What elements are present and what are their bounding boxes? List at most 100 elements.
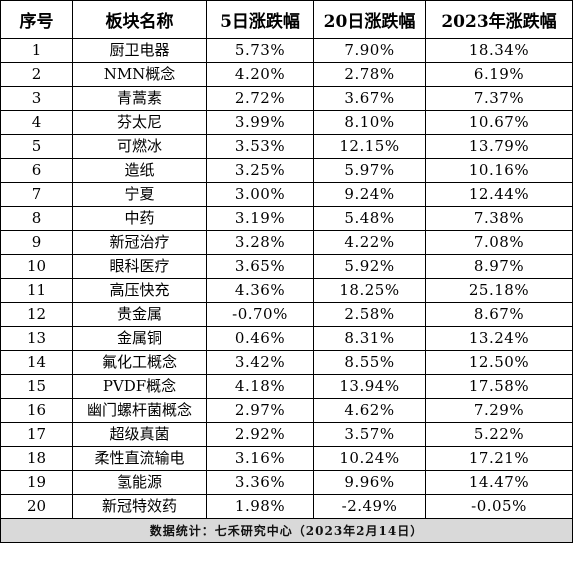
sector-name: 厨卫电器 [72, 38, 207, 63]
change-2023: 18.34% [425, 38, 573, 63]
row-index: 14 [0, 350, 73, 375]
sector-name: 中药 [72, 206, 207, 231]
change-5day: 4.20% [206, 62, 314, 87]
row-index: 1 [0, 38, 73, 63]
change-2023: 10.16% [425, 158, 573, 183]
table-row: 6 造纸 3.25% 5.97% 10.16% [0, 158, 573, 183]
sector-name: 氟化工概念 [72, 350, 207, 375]
row-index: 19 [0, 470, 73, 495]
table-row: 17 超级真菌 2.92% 3.57% 5.22% [0, 422, 573, 447]
change-5day: 2.72% [206, 86, 314, 111]
table-row: 5 可燃冰 3.53% 12.15% 13.79% [0, 134, 573, 159]
row-index: 4 [0, 110, 73, 135]
sector-name: 超级真菌 [72, 422, 207, 447]
table-row: 18 柔性直流输电 3.16% 10.24% 17.21% [0, 446, 573, 471]
row-index: 15 [0, 374, 73, 399]
change-20day: 5.97% [313, 158, 426, 183]
row-index: 13 [0, 326, 73, 351]
change-20day: 4.62% [313, 398, 426, 423]
table-row: 1 厨卫电器 5.73% 7.90% 18.34% [0, 38, 573, 63]
change-20day: 2.78% [313, 62, 426, 87]
change-2023: 10.67% [425, 110, 573, 135]
footer-row: 数据统计：七禾研究中心（2023年2月14日） [0, 518, 573, 543]
sector-name: 贵金属 [72, 302, 207, 327]
sector-name: 金属铜 [72, 326, 207, 351]
table-row: 11 高压快充 4.36% 18.25% 25.18% [0, 278, 573, 303]
table-row: 14 氟化工概念 3.42% 8.55% 12.50% [0, 350, 573, 375]
change-2023: 8.67% [425, 302, 573, 327]
row-index: 11 [0, 278, 73, 303]
header-row: 序号 板块名称 5日涨跌幅 20日涨跌幅 2023年涨跌幅 [0, 0, 573, 39]
change-5day: 4.18% [206, 374, 314, 399]
change-2023: 13.79% [425, 134, 573, 159]
change-5day: 3.00% [206, 182, 314, 207]
change-20day: 8.10% [313, 110, 426, 135]
change-20day: 12.15% [313, 134, 426, 159]
row-index: 3 [0, 86, 73, 111]
sector-name: 可燃冰 [72, 134, 207, 159]
change-20day: 2.58% [313, 302, 426, 327]
sector-name: 青蒿素 [72, 86, 207, 111]
header-20day-change: 20日涨跌幅 [313, 0, 426, 39]
change-20day: 8.55% [313, 350, 426, 375]
change-2023: 13.24% [425, 326, 573, 351]
change-5day: 3.28% [206, 230, 314, 255]
change-5day: 4.36% [206, 278, 314, 303]
change-5day: 3.53% [206, 134, 314, 159]
change-2023: -0.05% [425, 494, 573, 519]
change-20day: 5.48% [313, 206, 426, 231]
sector-name: 芬太尼 [72, 110, 207, 135]
table-row: 12 贵金属 -0.70% 2.58% 8.67% [0, 302, 573, 327]
change-20day: 3.57% [313, 422, 426, 447]
sector-performance-table: 序号 板块名称 5日涨跌幅 20日涨跌幅 2023年涨跌幅 1 厨卫电器 5.73%… [0, 0, 573, 543]
sector-name: 氢能源 [72, 470, 207, 495]
change-2023: 12.50% [425, 350, 573, 375]
header-5day-change: 5日涨跌幅 [206, 0, 314, 39]
change-2023: 12.44% [425, 182, 573, 207]
change-5day: 1.98% [206, 494, 314, 519]
change-20day: -2.49% [313, 494, 426, 519]
change-2023: 17.21% [425, 446, 573, 471]
change-2023: 7.37% [425, 86, 573, 111]
sector-name: 新冠治疗 [72, 230, 207, 255]
change-5day: 3.16% [206, 446, 314, 471]
row-index: 16 [0, 398, 73, 423]
table-row: 2 NMN概念 4.20% 2.78% 6.19% [0, 62, 573, 87]
change-5day: 2.92% [206, 422, 314, 447]
change-5day: -0.70% [206, 302, 314, 327]
row-index: 8 [0, 206, 73, 231]
change-20day: 7.90% [313, 38, 426, 63]
change-20day: 10.24% [313, 446, 426, 471]
table-row: 7 宁夏 3.00% 9.24% 12.44% [0, 182, 573, 207]
row-index: 12 [0, 302, 73, 327]
change-5day: 5.73% [206, 38, 314, 63]
row-index: 9 [0, 230, 73, 255]
change-5day: 3.19% [206, 206, 314, 231]
change-5day: 3.36% [206, 470, 314, 495]
change-2023: 14.47% [425, 470, 573, 495]
change-20day: 3.67% [313, 86, 426, 111]
change-2023: 17.58% [425, 374, 573, 399]
row-index: 17 [0, 422, 73, 447]
table-body: 1 厨卫电器 5.73% 7.90% 18.34% 2 NMN概念 4.20% 2.78% 6.1… [0, 38, 573, 519]
sector-name: 宁夏 [72, 182, 207, 207]
change-2023: 8.97% [425, 254, 573, 279]
change-20day: 4.22% [313, 230, 426, 255]
table-row: 10 眼科医疗 3.65% 5.92% 8.97% [0, 254, 573, 279]
table-row: 9 新冠治疗 3.28% 4.22% 7.08% [0, 230, 573, 255]
table-row: 16 幽门螺杆菌概念 2.97% 4.62% 7.29% [0, 398, 573, 423]
change-20day: 13.94% [313, 374, 426, 399]
row-index: 7 [0, 182, 73, 207]
row-index: 20 [0, 494, 73, 519]
header-2023-change: 2023年涨跌幅 [425, 0, 573, 39]
sector-name: NMN概念 [72, 62, 207, 87]
sector-name: 高压快充 [72, 278, 207, 303]
change-2023: 25.18% [425, 278, 573, 303]
sector-name: 造纸 [72, 158, 207, 183]
row-index: 10 [0, 254, 73, 279]
row-index: 6 [0, 158, 73, 183]
sector-name: 新冠特效药 [72, 494, 207, 519]
change-20day: 18.25% [313, 278, 426, 303]
change-5day: 3.65% [206, 254, 314, 279]
change-5day: 0.46% [206, 326, 314, 351]
